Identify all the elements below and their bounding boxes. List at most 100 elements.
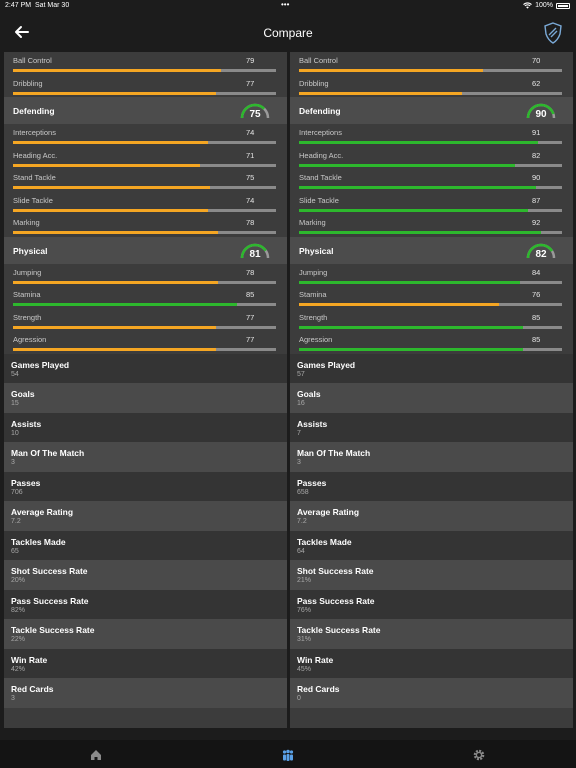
stat-value: 82 — [532, 150, 541, 160]
stat-bar-fill — [13, 69, 221, 72]
status-clock: 2:47 PM — [5, 2, 32, 9]
stat-row: Interceptions 91 — [290, 124, 573, 147]
section-title: Defending — [13, 106, 55, 116]
stat-label: Stand Tackle — [299, 173, 342, 182]
stat-label: Ball Control — [13, 56, 52, 65]
career-stat-row: Pass Success Rate 76% — [290, 589, 573, 619]
stat-bar-fill — [299, 186, 536, 189]
career-stat-label: Pass Success Rate — [297, 595, 375, 606]
career-stat-row: Passes 706 — [4, 471, 287, 501]
career-stat-row: Passes 658 — [290, 471, 573, 501]
stat-row: Strength 77 — [4, 309, 287, 332]
stat-value: 74 — [246, 195, 255, 205]
stat-label: Ball Control — [299, 56, 338, 65]
career-stat-value: 31% — [297, 636, 312, 643]
career-stat-row: Red Cards 0 — [290, 678, 573, 708]
stat-row: Marking 78 — [4, 214, 287, 237]
stat-value: 77 — [246, 78, 255, 88]
stat-bar-fill — [299, 231, 541, 234]
stat-value: 85 — [246, 290, 255, 299]
stat-label: Agression — [13, 335, 47, 344]
career-stat-row: Goals 15 — [4, 383, 287, 413]
stat-bar-fill — [13, 163, 200, 167]
section-header: Defending 75 — [4, 97, 287, 124]
career-stat-label: Man Of The Match — [11, 448, 85, 458]
career-stat-value: 16 — [297, 400, 305, 407]
career-stat-label: Games Played — [297, 359, 356, 370]
career-stat-value: 82% — [11, 606, 26, 614]
stat-bar-fill — [13, 91, 216, 95]
career-stat-row: Tackle Success Rate 22% — [4, 619, 287, 649]
stat-value: 90 — [532, 173, 541, 182]
stat-row: Jumping 78 — [4, 264, 287, 287]
stat-label: Slide Tackle — [13, 195, 53, 205]
gauge-fill — [240, 103, 266, 119]
career-stat-value: 65 — [11, 547, 19, 555]
stat-value: 77 — [246, 312, 255, 322]
stat-label: Slide Tackle — [299, 195, 339, 205]
career-stat-value: 0 — [297, 695, 301, 702]
career-stat-row: Assists 10 — [4, 412, 287, 442]
career-stat-label: Win Rate — [297, 654, 334, 665]
rating-gauge-arc — [240, 243, 270, 258]
stat-value: 62 — [532, 78, 541, 88]
career-stat-row: Red Cards 3 — [4, 678, 287, 708]
stat-value: 92 — [532, 218, 541, 227]
stat-label: Strength — [13, 312, 42, 322]
career-stat-row: Tackles Made 65 — [4, 530, 287, 560]
stat-bar-fill — [299, 91, 463, 95]
back-arrow-icon[interactable] — [12, 22, 32, 42]
career-stat-row: Tackle Success Rate 31% — [290, 619, 573, 649]
career-stat-value: 42% — [11, 665, 26, 673]
career-stat-label: Man Of The Match — [297, 448, 371, 458]
stat-value: 71 — [246, 150, 255, 160]
stat-bar-fill — [13, 141, 208, 144]
navigation-bar: Compare — [0, 12, 576, 52]
stat-bar-track — [13, 186, 276, 189]
multitask-dots[interactable]: ••• — [281, 0, 290, 9]
career-stat-value: 658 — [297, 488, 309, 496]
stat-bar-track — [299, 231, 562, 234]
stat-bar-track — [299, 208, 562, 212]
career-stat-row: Shot Success Rate 20% — [4, 560, 287, 590]
stat-label: Heading Acc. — [13, 150, 58, 160]
status-right: 100% — [523, 2, 570, 9]
status-bar: 2:47 PM Sat Mar 30 ••• 100% — [0, 0, 576, 12]
stat-row: Stand Tackle 75 — [4, 169, 287, 192]
stat-row: Ball Control 70 — [290, 52, 573, 75]
stat-bar-fill — [299, 280, 520, 284]
stat-row: Jumping 84 — [290, 264, 573, 287]
stat-bar-fill — [13, 186, 211, 189]
gauge-rating-value: 90 — [535, 109, 547, 120]
gauge-rating-value: 82 — [535, 248, 547, 260]
stat-label: Stamina — [13, 290, 41, 299]
stat-label: Agression — [299, 335, 333, 344]
stat-label: Marking — [299, 218, 326, 227]
settings-gear-icon[interactable] — [472, 748, 486, 762]
stat-bar-fill — [13, 280, 219, 284]
career-stat-row: Shot Success Rate 21% — [290, 560, 573, 590]
stat-bar-fill — [13, 303, 237, 306]
career-stat-value: 10 — [11, 429, 19, 437]
stat-row: Slide Tackle 74 — [4, 192, 287, 215]
stat-row: Ball Control 79 — [4, 52, 287, 75]
stat-bar-fill — [299, 325, 523, 329]
career-stat-row: Assists 7 — [290, 412, 573, 442]
stat-value: 75 — [246, 173, 255, 182]
career-stat-value: 21% — [297, 577, 312, 584]
stat-label: Dribbling — [299, 78, 329, 88]
stat-label: Dribbling — [13, 78, 43, 88]
stat-row: Strength 85 — [290, 309, 573, 332]
stat-bar-track — [13, 325, 276, 329]
rating-gauge-arc — [240, 103, 270, 119]
career-stat-label: Tackle Success Rate — [297, 625, 381, 635]
section-title: Defending — [299, 106, 341, 116]
stat-bar-track — [13, 348, 276, 351]
home-icon[interactable] — [89, 748, 103, 762]
player-column-right: Ball Control 70 Dribbling 62 Defending 90 Inte… — [290, 52, 573, 728]
stat-value: 85 — [532, 335, 541, 344]
stat-bar-track — [299, 69, 562, 72]
players-icon[interactable] — [281, 748, 295, 762]
stat-value: 74 — [246, 128, 255, 137]
stat-value: 78 — [246, 267, 255, 277]
